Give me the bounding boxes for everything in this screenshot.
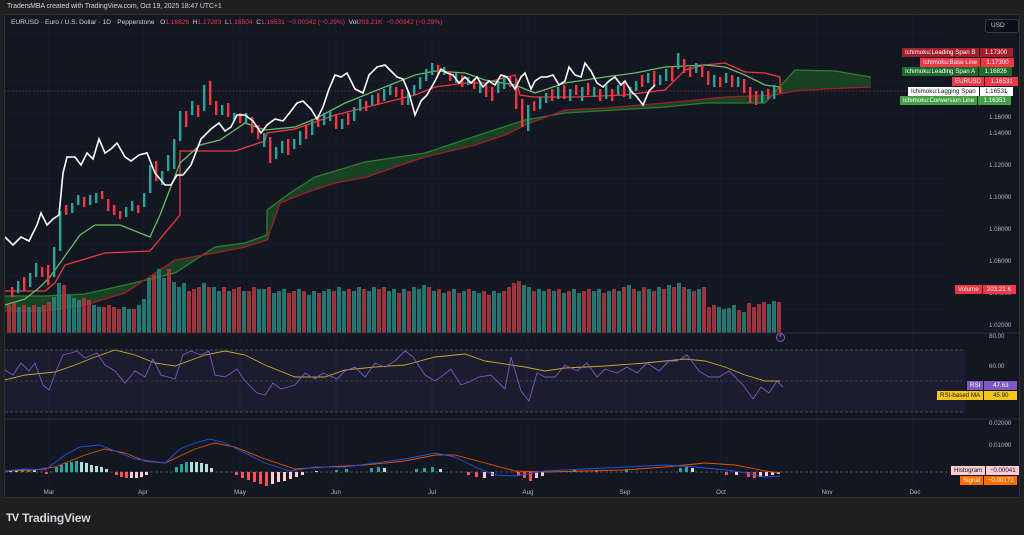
rsi-axis-label: 80.00 xyxy=(989,333,1005,340)
low-value: 1.16504 xyxy=(228,19,253,26)
symbol-description: Euro / U.S. Dollar xyxy=(45,19,97,26)
low-label: L xyxy=(225,19,229,26)
chart-credit: TradersMBA created with TradingView.com,… xyxy=(7,3,222,10)
tradingview-logo-icon: TV xyxy=(6,512,19,524)
open-value: 1.16826 xyxy=(165,19,190,26)
currency-button[interactable]: USD xyxy=(985,19,1019,33)
tag-leading-span-b: Ichimoku:Leading Span B 1.17300 xyxy=(902,48,1013,57)
base-line xyxy=(5,62,781,292)
price-axis-label: 1.06000 xyxy=(989,258,1012,265)
time-axis-label: Oct xyxy=(716,489,726,496)
price-axis-label: 1.02000 xyxy=(989,322,1012,329)
high-value: 1.17283 xyxy=(197,19,222,26)
ichimoku-cloud xyxy=(5,70,871,311)
tag-leading-span-a: Ichimoku:Leading Span A 1.16826 xyxy=(902,67,1013,76)
volume-bars xyxy=(7,269,781,333)
conversion-line xyxy=(5,64,781,306)
price-axis-label: 1.14000 xyxy=(989,130,1012,137)
time-axis-label: Nov xyxy=(821,489,833,496)
lightning-icon[interactable]: ⚡ xyxy=(776,333,785,342)
leading-span-b-line xyxy=(5,86,872,312)
open-label: O xyxy=(160,19,166,26)
chart-area[interactable]: EURUSD · Euro / U.S. Dollar · 1D · Pepperstone… xyxy=(4,14,1021,499)
rsi-ma-line xyxy=(5,349,780,382)
time-axis-label: Aug xyxy=(522,489,534,496)
macd-axis-label: 0.02000 xyxy=(989,420,1012,427)
volume-label: Vol xyxy=(348,19,358,26)
tag-conversion-line: Ichimoku:Conversion Line 1.16351 xyxy=(900,96,1012,105)
close-label: C xyxy=(256,19,261,26)
interval[interactable]: 1D xyxy=(102,19,111,26)
tag-rsi-ma: RSI-based MA 45.90 xyxy=(937,391,1018,400)
time-axis-label: Dec xyxy=(909,489,921,496)
rsi-line xyxy=(5,350,784,402)
leading-span-a-line xyxy=(5,69,872,297)
tag-rsi: RSI 47.63 xyxy=(967,381,1018,390)
tag-base-line: Ichimoku:Base Line 1.17300 xyxy=(920,58,1014,67)
time-axis-label: May xyxy=(234,489,246,496)
lagging-span-line xyxy=(5,61,656,247)
macd-axis-label: 0.01000 xyxy=(989,442,1012,449)
time-axis-label: Mar xyxy=(43,489,55,496)
macd-signal-line xyxy=(5,442,781,474)
time-axis-label: Apr xyxy=(138,489,148,496)
high-label: H xyxy=(192,19,198,26)
data-source: Pepperstone xyxy=(117,19,155,26)
time-axis-label: Sep xyxy=(619,489,631,496)
brand-name: TradingView xyxy=(22,511,91,525)
rsi-axis-label: 60.00 xyxy=(989,363,1005,370)
tradingview-brand: TV TradingView xyxy=(6,511,91,525)
price-axis-label: 1.16000 xyxy=(989,114,1012,121)
tag-lagging-span: Ichimoku:Lagging Span 1.16531 xyxy=(908,87,1013,96)
close-value: 1.16531 xyxy=(261,19,285,26)
macd-histogram xyxy=(9,461,780,486)
symbol-name[interactable]: EURUSD xyxy=(11,19,39,26)
price-axis-label: 1.12000 xyxy=(989,162,1012,169)
volume-value: 203.21K xyxy=(357,19,383,26)
symbol-legend[interactable]: EURUSD · Euro / U.S. Dollar · 1D · Pepperstone… xyxy=(11,19,443,26)
candlesticks xyxy=(11,53,782,297)
tag-macd-histogram: Histogram −0.00041 xyxy=(951,466,1020,475)
volume-change: −0.00342 (−0.29%) xyxy=(386,19,443,26)
time-axis-label: Jun xyxy=(331,489,341,496)
price-axis-label: 1.08000 xyxy=(989,226,1012,233)
tag-macd-signal: Signal −0.00172 xyxy=(960,476,1018,485)
macd-line xyxy=(5,438,781,478)
change-value: −0.00342 (−0.29%) xyxy=(288,19,345,26)
price-axis-label: 1.10000 xyxy=(989,194,1012,201)
tag-eurusd: EURUSD 1.16531 xyxy=(952,77,1019,86)
chart-canvas[interactable] xyxy=(5,15,1021,499)
tag-volume: Volume 203.21 K xyxy=(955,285,1016,294)
time-axis-label: Jul xyxy=(428,489,436,496)
